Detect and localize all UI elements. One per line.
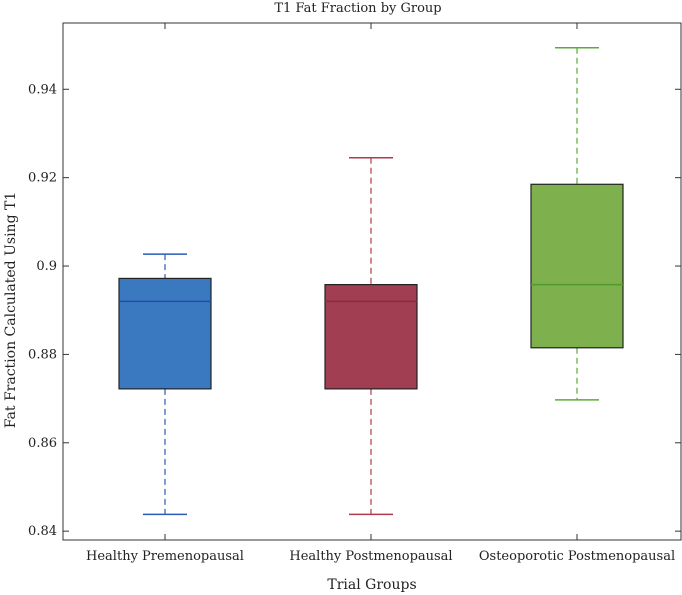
- box-group: [530, 46, 624, 401]
- x-category-label: Healthy Postmenopausal: [289, 549, 452, 564]
- iqr-box: [118, 277, 212, 390]
- x-category-label: Healthy Premenopausal: [86, 549, 244, 564]
- plot-area-frame: [62, 22, 682, 541]
- box-group: [324, 157, 418, 516]
- iqr-box: [530, 183, 624, 349]
- y-tick-label: 0.88: [28, 347, 57, 362]
- y-axis: 0.84 0.86 0.88 0.9 0.92 0.94: [28, 82, 681, 539]
- y-tick-label: 0.9: [36, 259, 57, 274]
- y-tick-label: 0.86: [28, 436, 57, 451]
- box-series: [118, 46, 624, 516]
- x-axis: Healthy Premenopausal Healthy Postmenopau…: [86, 23, 675, 564]
- box-group: [118, 253, 212, 516]
- x-axis-label: Trial Groups: [327, 577, 416, 593]
- x-category-label: Osteoporotic Postmenopausal: [479, 549, 675, 564]
- chart-title: T1 Fat Fraction by Group: [274, 1, 441, 16]
- iqr-box: [324, 283, 418, 390]
- y-tick-label: 0.84: [28, 524, 57, 539]
- y-axis-label: Fat Fraction Calculated Using T1: [3, 192, 19, 428]
- y-tick-label: 0.92: [28, 171, 57, 186]
- y-tick-label: 0.94: [28, 82, 57, 97]
